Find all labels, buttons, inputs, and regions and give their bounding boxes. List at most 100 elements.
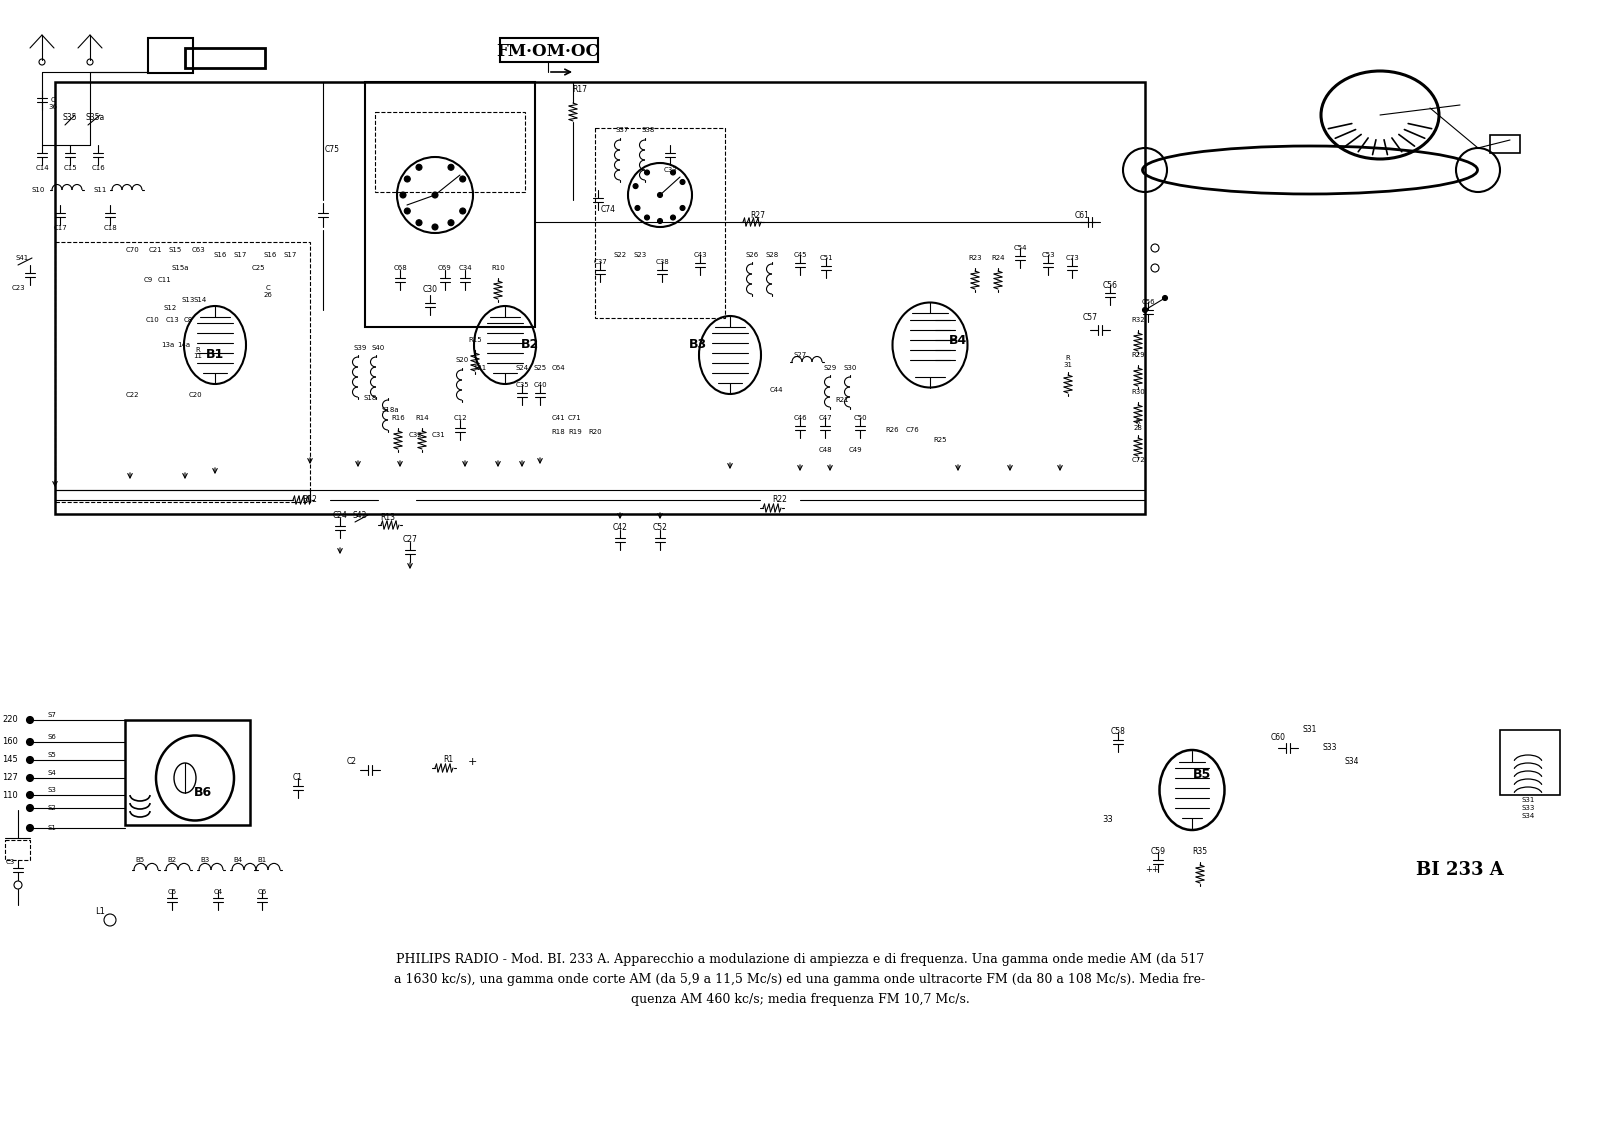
Text: S1: S1 <box>48 824 56 831</box>
Text: R17: R17 <box>573 86 587 95</box>
Circle shape <box>27 717 34 724</box>
Text: S37: S37 <box>616 127 629 133</box>
Circle shape <box>658 218 662 224</box>
Text: C73: C73 <box>1066 254 1078 261</box>
Text: S27: S27 <box>794 352 806 359</box>
Text: B4: B4 <box>234 857 243 863</box>
Text: R12: R12 <box>302 495 317 504</box>
Text: C13: C13 <box>165 317 179 323</box>
Bar <box>374 112 525 192</box>
Text: R19: R19 <box>568 429 582 435</box>
Text: C75: C75 <box>325 146 339 155</box>
Text: B1: B1 <box>206 348 224 362</box>
Text: C49: C49 <box>848 447 862 454</box>
Text: S16: S16 <box>264 252 277 258</box>
Text: R14: R14 <box>414 415 429 421</box>
Circle shape <box>645 170 650 175</box>
Circle shape <box>635 206 640 210</box>
Text: R26: R26 <box>885 428 899 433</box>
Text: R30: R30 <box>1131 389 1146 395</box>
Text: B6: B6 <box>194 786 213 800</box>
Text: B2: B2 <box>168 857 176 863</box>
Text: R29: R29 <box>1131 352 1146 359</box>
Text: S30: S30 <box>843 365 856 371</box>
Text: R21: R21 <box>835 397 850 403</box>
Text: R10: R10 <box>491 265 506 271</box>
Text: L1: L1 <box>94 907 106 916</box>
Circle shape <box>448 219 454 226</box>
Text: C76: C76 <box>906 428 918 433</box>
Text: C30: C30 <box>422 285 437 294</box>
Text: C41: C41 <box>550 415 565 421</box>
Text: C14: C14 <box>35 165 50 171</box>
Bar <box>147 38 194 74</box>
Text: C37: C37 <box>594 259 606 265</box>
Text: C56: C56 <box>1141 299 1155 305</box>
Text: S10: S10 <box>32 187 45 193</box>
Circle shape <box>670 170 675 175</box>
Circle shape <box>400 192 406 198</box>
Text: C: C <box>266 285 270 291</box>
Circle shape <box>459 176 466 182</box>
Text: R23: R23 <box>968 254 982 261</box>
Text: C60: C60 <box>1270 734 1285 742</box>
Text: 11: 11 <box>194 353 203 359</box>
Text: C56: C56 <box>1102 280 1117 290</box>
Text: quenza AM 460 kc/s; media frequenza FM 10,7 Mc/s.: quenza AM 460 kc/s; media frequenza FM 1… <box>630 993 970 1007</box>
Text: C74: C74 <box>600 206 616 215</box>
Text: S39: S39 <box>354 345 366 351</box>
Text: S38: S38 <box>642 127 654 133</box>
Text: R35: R35 <box>1192 847 1208 856</box>
Text: 31: 31 <box>1064 362 1072 368</box>
Text: C18: C18 <box>102 225 117 231</box>
Text: B4: B4 <box>949 334 966 346</box>
Text: R20: R20 <box>589 429 602 435</box>
Text: C20: C20 <box>189 392 202 398</box>
Text: C70: C70 <box>125 247 139 253</box>
Text: S35: S35 <box>62 113 77 122</box>
Text: S15: S15 <box>168 247 182 253</box>
Text: S33: S33 <box>1522 805 1534 811</box>
Text: C51: C51 <box>819 254 834 261</box>
Text: 36: 36 <box>48 104 58 110</box>
Text: S18: S18 <box>363 395 376 402</box>
Text: S34: S34 <box>1522 813 1534 819</box>
Text: R1: R1 <box>443 756 453 765</box>
Circle shape <box>416 219 422 226</box>
Text: R32: R32 <box>1131 317 1146 323</box>
Text: S7: S7 <box>48 713 56 718</box>
Text: C1: C1 <box>293 774 302 783</box>
Text: S14: S14 <box>194 297 206 303</box>
Text: S35a: S35a <box>85 113 104 122</box>
Text: C63: C63 <box>190 247 205 253</box>
Bar <box>54 83 1146 513</box>
Text: C12: C12 <box>453 415 467 421</box>
Text: C33: C33 <box>662 167 677 173</box>
Text: S28: S28 <box>765 252 779 258</box>
Circle shape <box>27 775 34 782</box>
Circle shape <box>405 176 410 182</box>
Text: 145: 145 <box>2 756 18 765</box>
Text: S33: S33 <box>1323 743 1338 752</box>
Text: S17: S17 <box>283 252 296 258</box>
Text: S2: S2 <box>48 805 56 811</box>
Text: R: R <box>195 347 200 353</box>
Text: C35: C35 <box>515 382 530 388</box>
Text: C32: C32 <box>408 432 422 438</box>
Text: C50: C50 <box>853 415 867 421</box>
Text: BI 233 A: BI 233 A <box>1416 861 1504 879</box>
Text: R: R <box>1066 355 1070 361</box>
Bar <box>365 83 534 327</box>
Circle shape <box>432 192 438 198</box>
Text: S21: S21 <box>474 365 486 371</box>
Text: C16: C16 <box>91 165 106 171</box>
Text: C3: C3 <box>5 860 14 865</box>
Text: C38: C38 <box>654 259 669 265</box>
Text: R27: R27 <box>750 210 765 219</box>
Text: C58: C58 <box>1110 727 1125 736</box>
Text: 33: 33 <box>1102 815 1114 824</box>
Text: C46: C46 <box>794 415 806 421</box>
Text: C4: C4 <box>213 889 222 895</box>
Text: C9: C9 <box>144 277 152 283</box>
Circle shape <box>405 208 410 214</box>
